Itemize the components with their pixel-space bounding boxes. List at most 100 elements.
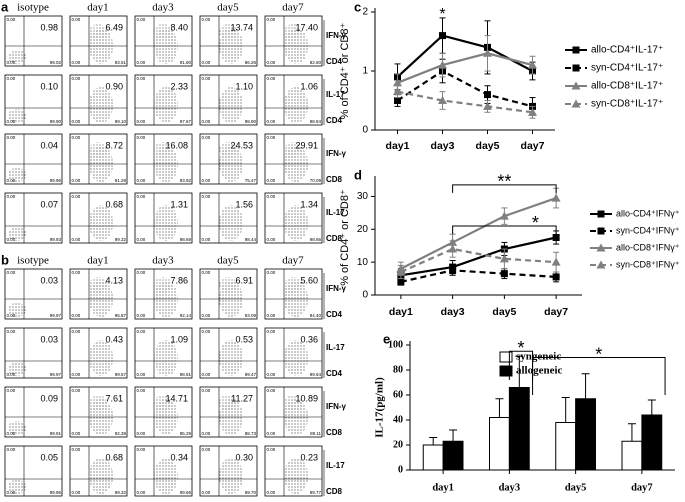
- quadrant-zero: 0.00: [7, 313, 16, 318]
- quadrant-zero: 0.00: [202, 60, 211, 65]
- quadrant-zero: 0.00: [267, 388, 276, 393]
- series-line: [396, 69, 533, 108]
- quadrant-zero: 0.00: [202, 388, 211, 393]
- quadrant-percent-lower: 85.29: [180, 431, 192, 436]
- marker: [552, 234, 560, 241]
- quadrant-zero: 0.00: [267, 237, 276, 242]
- cell-cluster: [219, 142, 237, 158]
- quadrant-percent: 0.43: [105, 334, 123, 344]
- quadrant-zero: 0.00: [137, 431, 146, 436]
- panel-label: a: [1, 0, 9, 14]
- quadrant-percent-lower: 82.60: [310, 60, 322, 65]
- quadrant-percent: 0.23: [300, 452, 318, 462]
- y-tick-label: 0: [398, 464, 403, 475]
- quadrant-zero: 0.00: [267, 135, 276, 140]
- quadrant-percent: 0.09: [40, 393, 58, 403]
- quadrant-zero: 0.00: [72, 135, 81, 140]
- quadrant-percent: 1.09: [170, 334, 188, 344]
- row-y-label: IFN-γ: [326, 402, 347, 411]
- quadrant-zero: 0.00: [267, 60, 276, 65]
- quadrant-percent-lower: 99.97: [50, 372, 62, 377]
- quadrant-percent: 1.06: [300, 81, 318, 91]
- legend-label: syn-CD8⁺IFNγ⁺: [616, 259, 680, 269]
- quadrant-zero: 0.00: [202, 76, 211, 81]
- x-tick-label: day1: [432, 482, 454, 493]
- cell-cluster: [219, 87, 243, 123]
- quadrant-zero: 0.00: [137, 17, 146, 22]
- cell-cluster: [284, 24, 302, 40]
- quadrant-percent-lower: 99.96: [50, 178, 62, 183]
- x-tick-label: day1: [389, 306, 413, 318]
- cell-cluster: [154, 277, 172, 293]
- quadrant-percent-lower: 93.51: [115, 60, 127, 65]
- cell-cluster: [154, 395, 172, 411]
- quadrant-percent: 1.34: [300, 199, 318, 209]
- quadrant-zero: 0.00: [137, 490, 146, 495]
- quadrant-zero: 0.00: [137, 372, 146, 377]
- quadrant-percent-lower: 91.60: [180, 60, 192, 65]
- row-x-label: CD4: [326, 116, 343, 125]
- bar: [508, 387, 530, 471]
- quadrant-percent: 0.07: [40, 199, 58, 209]
- quadrant-zero: 0.00: [137, 270, 146, 275]
- marker: [393, 78, 402, 87]
- quadrant-zero: 0.00: [7, 119, 16, 124]
- x-tick-label: day7: [521, 140, 545, 152]
- x-tick-label: day5: [565, 482, 587, 493]
- quadrant-percent: 0.53: [235, 334, 253, 344]
- quadrant-zero: 0.00: [72, 17, 81, 22]
- quadrant-percent: 4.13: [105, 275, 123, 285]
- significance-bracket: [452, 225, 557, 234]
- quadrant-zero: 0.00: [202, 490, 211, 495]
- quadrant-percent: 6.49: [105, 22, 123, 32]
- quadrant-zero: 0.00: [72, 178, 81, 183]
- cell-cluster: [284, 142, 302, 158]
- cell-cluster: [219, 458, 243, 494]
- quadrant-percent-lower: 99.91: [50, 431, 62, 436]
- legend-label: syngeneic: [516, 351, 561, 363]
- y-tick-label: 20: [393, 439, 403, 450]
- marker: [483, 101, 492, 110]
- cell-cluster: [8, 362, 26, 376]
- quadrant-percent-lower: 75.47: [245, 178, 257, 183]
- cell-cluster: [8, 50, 26, 64]
- cell-cluster: [89, 395, 107, 411]
- cell-cluster: [154, 142, 172, 158]
- quadrant-percent-lower: 97.67: [180, 119, 192, 124]
- quadrant-percent: 0.68: [105, 199, 123, 209]
- cell-cluster: [154, 458, 178, 494]
- legend-label: syn-CD4⁺IL-17⁺: [591, 63, 663, 74]
- significance-bracket: [452, 184, 557, 193]
- quadrant-percent-lower: 99.77: [310, 490, 322, 495]
- quadrant-zero: 0.00: [7, 329, 16, 334]
- row-x-label: CD4: [326, 369, 343, 378]
- legend-label: allogeneic: [516, 365, 563, 377]
- quadrant-zero: 0.00: [202, 329, 211, 334]
- row-y-label: IFN-γ: [326, 284, 347, 293]
- quadrant-percent: 0.05: [40, 452, 58, 462]
- quadrant-percent-lower: 98.90: [245, 119, 257, 124]
- y-tick-label: 2: [362, 7, 368, 18]
- x-tick-label: day7: [544, 306, 568, 318]
- marker: [484, 91, 491, 99]
- cell-cluster: [8, 480, 26, 494]
- quadrant-zero: 0.00: [137, 119, 146, 124]
- quadrant-zero: 0.00: [202, 372, 211, 377]
- quadrant-zero: 0.00: [72, 372, 81, 377]
- quadrant-zero: 0.00: [72, 119, 81, 124]
- y-axis-title: % of CD4⁺ or CD8⁺: [339, 189, 351, 286]
- quadrant-zero: 0.00: [72, 60, 81, 65]
- quadrant-percent-lower: 83.92: [180, 178, 192, 183]
- x-tick-label: day5: [476, 140, 500, 152]
- quadrant-zero: 0.00: [267, 194, 276, 199]
- quadrant-zero: 0.00: [7, 490, 16, 495]
- cell-cluster: [89, 458, 113, 494]
- legend-marker: [572, 46, 580, 54]
- cell-cluster: [219, 340, 243, 376]
- quadrant-percent-lower: 88.73: [245, 431, 257, 436]
- quadrant-percent-lower: 99.66: [180, 490, 192, 495]
- quadrant-percent-lower: 92.39: [115, 431, 127, 436]
- cell-cluster: [154, 340, 178, 376]
- y-tick-label: 80: [393, 364, 403, 375]
- quadrant-percent: 5.60: [300, 275, 318, 285]
